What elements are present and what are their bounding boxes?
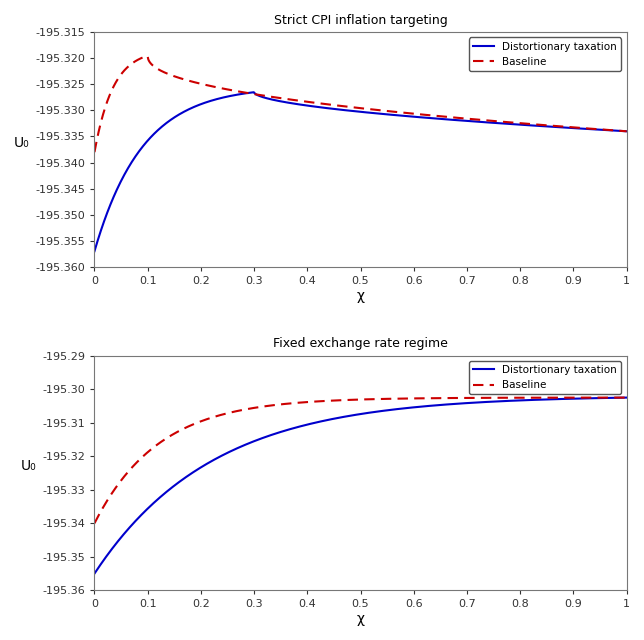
X-axis label: χ: χ — [357, 289, 365, 303]
Distortionary taxation — [250, 88, 258, 96]
Baseline — [456, 394, 464, 402]
Line: Distortionary taxation: Distortionary taxation — [95, 92, 627, 251]
Baseline — [325, 100, 333, 108]
Distortionary taxation — [457, 116, 464, 124]
Distortionary taxation — [506, 120, 514, 128]
Distortionary taxation — [623, 394, 630, 401]
Distortionary taxation — [91, 570, 99, 577]
Baseline — [325, 397, 333, 404]
Baseline — [144, 52, 151, 60]
Baseline — [307, 99, 314, 106]
X-axis label: χ: χ — [357, 612, 365, 626]
Distortionary taxation — [623, 127, 630, 135]
Title: Strict CPI inflation targeting: Strict CPI inflation targeting — [274, 14, 448, 27]
Distortionary taxation — [456, 400, 464, 408]
Baseline — [457, 115, 464, 122]
Baseline — [91, 520, 99, 527]
Line: Baseline: Baseline — [95, 56, 627, 152]
Distortionary taxation — [325, 104, 333, 112]
Legend: Distortionary taxation, Baseline: Distortionary taxation, Baseline — [469, 37, 621, 71]
Y-axis label: U₀: U₀ — [21, 459, 37, 473]
Line: Distortionary taxation: Distortionary taxation — [95, 397, 627, 573]
Distortionary taxation — [145, 504, 153, 511]
Distortionary taxation — [325, 416, 333, 424]
Baseline — [506, 394, 513, 401]
Distortionary taxation — [506, 397, 513, 404]
Baseline — [91, 148, 99, 156]
Baseline — [623, 394, 630, 401]
Baseline — [515, 394, 523, 401]
Baseline — [145, 447, 153, 455]
Distortionary taxation — [307, 102, 314, 110]
Baseline — [146, 58, 153, 65]
Line: Baseline: Baseline — [95, 397, 627, 524]
Baseline — [623, 127, 630, 135]
Distortionary taxation — [145, 136, 153, 143]
Legend: Distortionary taxation, Baseline: Distortionary taxation, Baseline — [469, 361, 621, 394]
Baseline — [516, 119, 524, 127]
Baseline — [506, 118, 514, 126]
Title: Fixed exchange rate regime: Fixed exchange rate regime — [273, 337, 448, 350]
Distortionary taxation — [91, 247, 99, 255]
Distortionary taxation — [306, 420, 314, 428]
Y-axis label: U₀: U₀ — [14, 136, 30, 150]
Distortionary taxation — [515, 397, 523, 404]
Baseline — [306, 398, 314, 406]
Distortionary taxation — [516, 121, 524, 129]
